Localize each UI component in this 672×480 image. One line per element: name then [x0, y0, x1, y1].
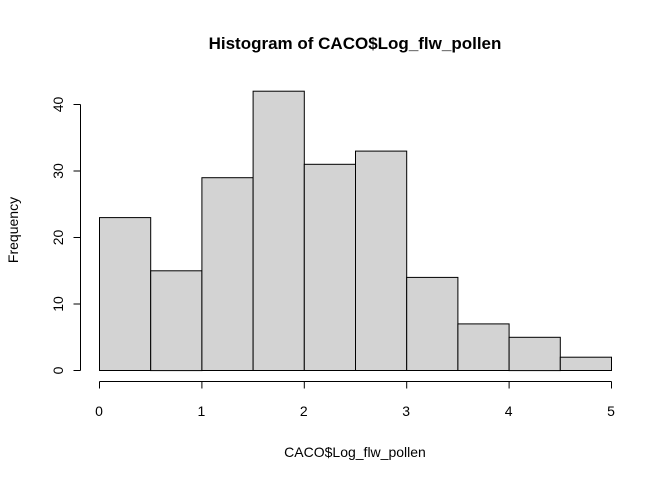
x-tick-label-2: 2 [300, 403, 308, 419]
histogram-bar-2 [150, 270, 203, 372]
histogram-bar-8 [457, 323, 510, 371]
x-tick-label-0: 0 [95, 403, 103, 419]
histogram-bar-1 [99, 217, 152, 371]
histogram-bar-6 [355, 150, 408, 371]
x-tick-label-1: 1 [198, 403, 206, 419]
x-tick-label-3: 3 [402, 403, 410, 419]
y-tick-label-40: 40 [50, 97, 66, 113]
y-axis: 0 10 20 30 40 [50, 97, 81, 374]
histogram-bar-5 [303, 163, 356, 371]
y-tick-label-30: 30 [50, 163, 66, 179]
histogram-bar-3 [201, 177, 254, 371]
x-axis: 0 1 2 3 4 5 [95, 381, 615, 419]
y-axis-label: Frequency [5, 197, 21, 263]
x-tick-label-5: 5 [607, 403, 615, 419]
x-axis-label: CACO$Log_flw_pollen [284, 444, 426, 460]
y-tick-label-10: 10 [50, 296, 66, 312]
x-tick-label-4: 4 [505, 403, 513, 419]
histogram-bars [99, 90, 612, 372]
y-tick-label-0: 0 [50, 366, 66, 374]
histogram-bar-4 [252, 90, 305, 371]
y-tick-label-20: 20 [50, 230, 66, 246]
histogram-bar-7 [406, 276, 459, 371]
histogram-bar-10 [559, 356, 612, 372]
histogram-bar-9 [508, 336, 561, 372]
chart-title: Histogram of CACO$Log_flw_pollen [209, 34, 502, 53]
